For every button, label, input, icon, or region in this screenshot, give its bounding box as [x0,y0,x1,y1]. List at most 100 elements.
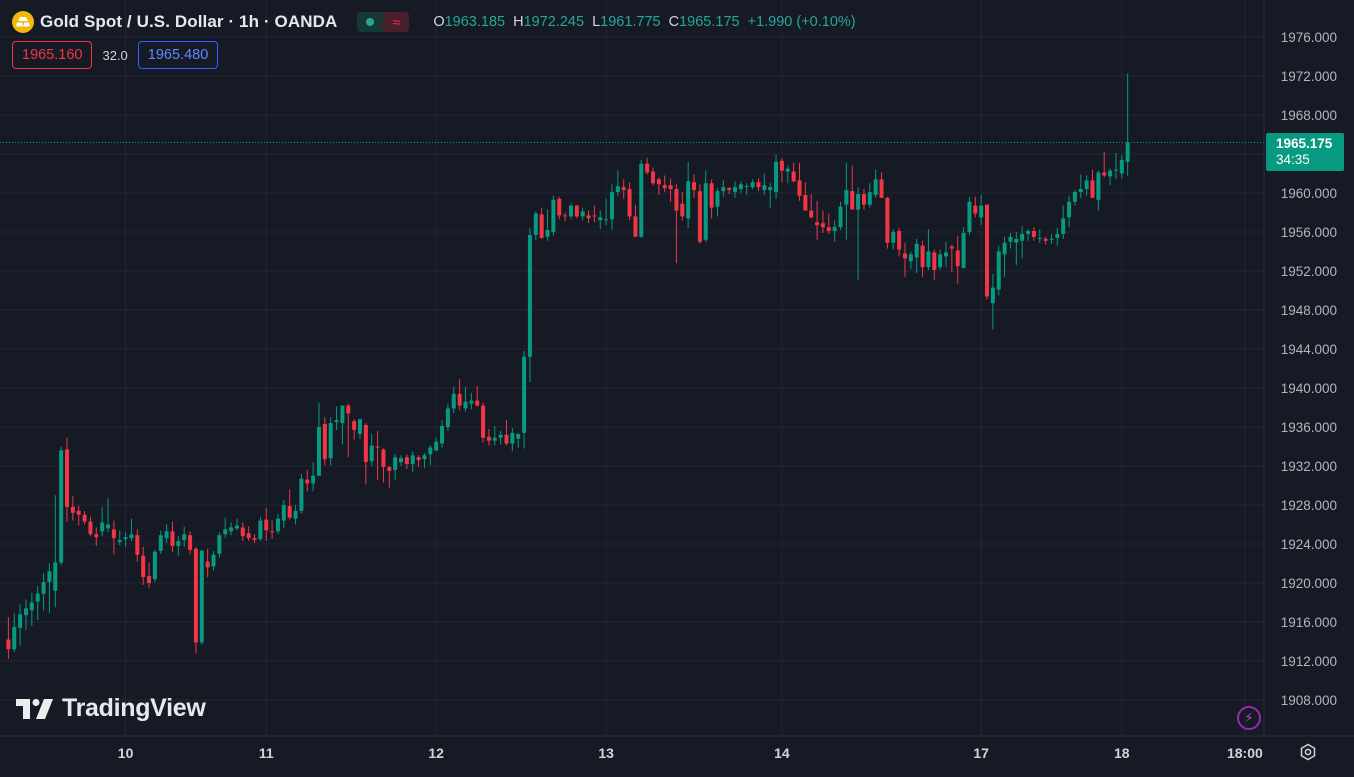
candle-body [885,197,890,243]
candle [18,604,23,646]
price-tick-label: 1928.000 [1281,498,1337,513]
candle [1026,229,1031,241]
price-tick-label: 1940.000 [1281,381,1337,396]
lightning-icon[interactable]: ⚡ [1237,706,1261,730]
candle-body [363,425,368,463]
settings-gear-icon[interactable] [1297,741,1319,763]
candle-body [615,186,620,193]
candle-body [662,185,667,189]
candle-body [53,562,58,591]
candle-body [639,163,644,237]
candle [100,506,105,537]
candle-body [815,222,820,226]
candle-body [106,524,111,529]
candle [1108,168,1113,186]
sell-button[interactable]: 1965.160 [12,41,93,69]
candle [152,549,157,583]
candle [29,592,34,626]
time-tick-label: 18:00 [1227,745,1263,761]
watermark-text: TradingView [62,694,206,722]
candle-body [100,522,105,532]
candle [393,454,398,480]
high-value: H1972.245 [513,14,585,30]
candle-body [920,245,925,268]
candle [938,249,943,271]
candle-body [961,232,966,269]
buy-button[interactable]: 1965.480 [137,41,219,69]
candle [1113,153,1118,180]
candle [451,387,456,414]
candle [123,532,128,547]
candle [709,179,714,219]
candle-body [481,405,486,438]
candle-body [35,593,40,602]
ohlc-values: O1963.185 H1972.245 L1961.775 C1965.175 … [433,14,855,30]
candle [744,183,749,195]
candle [785,165,790,184]
candle [592,205,597,223]
candle-body [193,548,198,643]
candle-body [223,529,228,535]
candle-body [352,421,357,430]
candle-body [668,185,673,190]
candle-body [797,180,802,196]
candle [205,548,210,578]
candle [879,172,884,198]
symbol-title[interactable]: Gold Spot / U.S. Dollar · 1h · OANDA [40,12,338,31]
candle [65,437,69,522]
price-tick-label: 1968.000 [1281,108,1337,123]
candle-body [498,434,503,438]
candle-body [996,251,1001,290]
candle-body [820,223,825,228]
candle-body [697,191,702,242]
candle [902,242,907,277]
candle [574,204,579,219]
candle-body [826,227,831,232]
gold-coin-icon[interactable] [12,11,34,33]
candle [832,220,837,242]
candle-body [604,219,609,221]
candle-body [440,426,445,444]
candle-body [399,458,404,463]
candle [363,423,368,485]
candle-body [475,400,480,406]
market-status-pill[interactable]: ≈ [357,12,410,32]
price-tick-label: 1944.000 [1281,342,1337,357]
candle [258,516,263,542]
candle-body [182,534,187,541]
candle-body [1037,237,1042,239]
candle [897,228,902,257]
candle [627,182,632,221]
candle [1049,233,1054,244]
open-value: O1963.185 [433,14,506,30]
candle-body [891,232,896,243]
candle [791,162,796,183]
candle-body [328,423,333,459]
candle-body [287,505,292,518]
candle-body [463,401,468,409]
candle-body [774,161,779,193]
candle-body [152,551,157,580]
tradingview-watermark[interactable]: TradingView [16,694,206,723]
candle-body [1090,180,1095,198]
candle [756,178,761,192]
candle-body [393,457,398,470]
candle [1031,227,1036,241]
candle [609,184,614,231]
candle-body [932,252,937,271]
candle-body [1055,233,1060,238]
candle [281,500,286,529]
candle [1008,232,1013,249]
candle-body [246,533,251,539]
price-tick-label: 1948.000 [1281,303,1337,318]
candle-body [445,408,450,427]
candle-body [293,510,298,519]
candle [486,428,491,446]
candle-body [334,420,339,423]
candle-body [41,582,46,594]
candle [287,489,292,520]
candle [826,213,831,234]
candle [322,417,327,466]
candle [926,229,931,271]
